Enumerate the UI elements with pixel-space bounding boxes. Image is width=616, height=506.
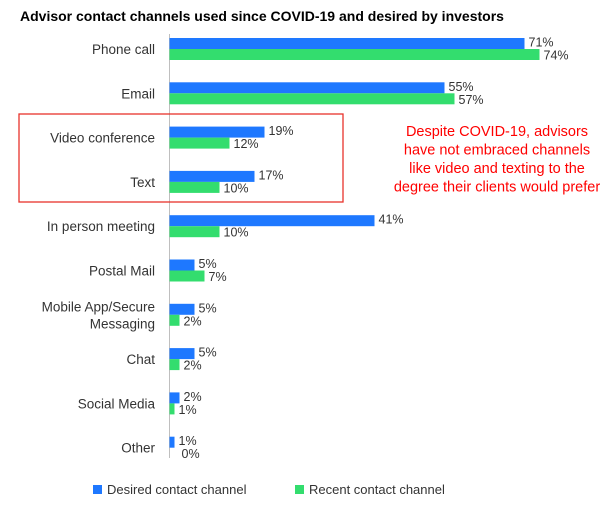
category-label-chat: Chat bbox=[126, 352, 155, 367]
bar-desired-contact-channel-other bbox=[169, 436, 175, 448]
value-label-recent-contact-channel-email: 57% bbox=[459, 93, 484, 107]
annotation-line-3: like video and texting to the bbox=[409, 161, 585, 177]
value-label-recent-contact-channel-in-person-meeting: 10% bbox=[224, 226, 249, 240]
value-label-desired-contact-channel-email: 55% bbox=[449, 80, 474, 94]
value-label-desired-contact-channel-chat: 5% bbox=[199, 346, 217, 360]
legend: Desired contact channel Recent contact ch… bbox=[93, 482, 445, 497]
value-label-desired-contact-channel-text: 17% bbox=[259, 168, 284, 182]
bar-desired-contact-channel-text bbox=[169, 170, 255, 182]
annotation-line-1: Despite COVID-19, advisors bbox=[406, 124, 588, 140]
annotation-line-2: have not embraced channels bbox=[404, 143, 590, 159]
value-label-desired-contact-channel-social-media: 2% bbox=[184, 390, 202, 404]
chart-title: Advisor contact channels used since COVI… bbox=[20, 8, 504, 24]
bar-desired-contact-channel-phone-call bbox=[169, 38, 525, 49]
bar-desired-contact-channel-postal-mail bbox=[169, 259, 195, 271]
category-label-other: Other bbox=[121, 441, 155, 456]
bar-desired-contact-channel-chat bbox=[169, 348, 195, 360]
category-label-social-media: Social Media bbox=[78, 396, 156, 411]
value-label-desired-contact-channel-phone-call: 71% bbox=[529, 36, 554, 50]
category-label-postal-mail: Postal Mail bbox=[89, 264, 155, 279]
bar-recent-contact-channel-mobile-app-secure-messaging bbox=[169, 314, 180, 326]
category-label-mobile-app-secure-messaging-2: Messaging bbox=[90, 316, 155, 331]
bar-desired-contact-channel-social-media bbox=[169, 392, 180, 404]
value-label-recent-contact-channel-other: 0% bbox=[182, 447, 200, 461]
annotation-line-4: degree their clients would prefer bbox=[394, 180, 601, 196]
value-label-desired-contact-channel-mobile-app-secure-messaging: 5% bbox=[199, 301, 217, 315]
legend-swatch-desired-contact-channel bbox=[93, 485, 102, 494]
value-label-recent-contact-channel-chat: 2% bbox=[184, 359, 202, 373]
bar-recent-contact-channel-chat bbox=[169, 359, 180, 371]
value-label-desired-contact-channel-in-person-meeting: 41% bbox=[379, 213, 404, 227]
bar-recent-contact-channel-email bbox=[169, 93, 455, 105]
value-label-desired-contact-channel-postal-mail: 5% bbox=[199, 257, 217, 271]
category-label-email: Email bbox=[121, 86, 155, 101]
bar-desired-contact-channel-in-person-meeting bbox=[169, 215, 375, 227]
value-label-recent-contact-channel-phone-call: 74% bbox=[544, 49, 569, 63]
category-label-mobile-app-secure-messaging-1: Mobile App/Secure bbox=[42, 299, 155, 314]
bar-recent-contact-channel-postal-mail bbox=[169, 270, 205, 282]
annotation: Despite COVID-19, advisors have not embra… bbox=[394, 124, 601, 196]
highlight-box bbox=[18, 113, 344, 203]
bar-recent-contact-channel-in-person-meeting bbox=[169, 226, 220, 238]
category-label-phone-call: Phone call bbox=[92, 42, 155, 57]
bar-desired-contact-channel-email bbox=[169, 82, 445, 94]
value-label-recent-contact-channel-postal-mail: 7% bbox=[209, 270, 227, 284]
value-label-desired-contact-channel-other: 1% bbox=[179, 434, 197, 448]
category-label-video-conference: Video conference bbox=[50, 131, 155, 146]
legend-label-desired-contact-channel: Desired contact channel bbox=[107, 482, 247, 497]
value-label-recent-contact-channel-text: 10% bbox=[224, 181, 249, 195]
bar-recent-contact-channel-social-media bbox=[169, 403, 175, 415]
category-label-in-person-meeting: In person meeting bbox=[47, 219, 155, 234]
value-label-desired-contact-channel-video-conference: 19% bbox=[269, 124, 294, 138]
category-label-text: Text bbox=[130, 175, 155, 190]
value-label-recent-contact-channel-video-conference: 12% bbox=[234, 137, 259, 151]
value-label-recent-contact-channel-social-media: 1% bbox=[179, 403, 197, 417]
bar-recent-contact-channel-phone-call bbox=[169, 49, 540, 60]
value-label-recent-contact-channel-mobile-app-secure-messaging: 2% bbox=[184, 314, 202, 328]
bar-recent-contact-channel-text bbox=[169, 181, 220, 193]
legend-swatch-recent-contact-channel bbox=[295, 485, 304, 494]
bar-recent-contact-channel-video-conference bbox=[169, 137, 230, 149]
bars-group: Phone call 71%74% Email 55%57% Video confere… bbox=[42, 36, 569, 462]
legend-label-recent-contact-channel: Recent contact channel bbox=[309, 482, 445, 497]
bar-desired-contact-channel-video-conference bbox=[169, 126, 265, 138]
bar-desired-contact-channel-mobile-app-secure-messaging bbox=[169, 303, 195, 315]
